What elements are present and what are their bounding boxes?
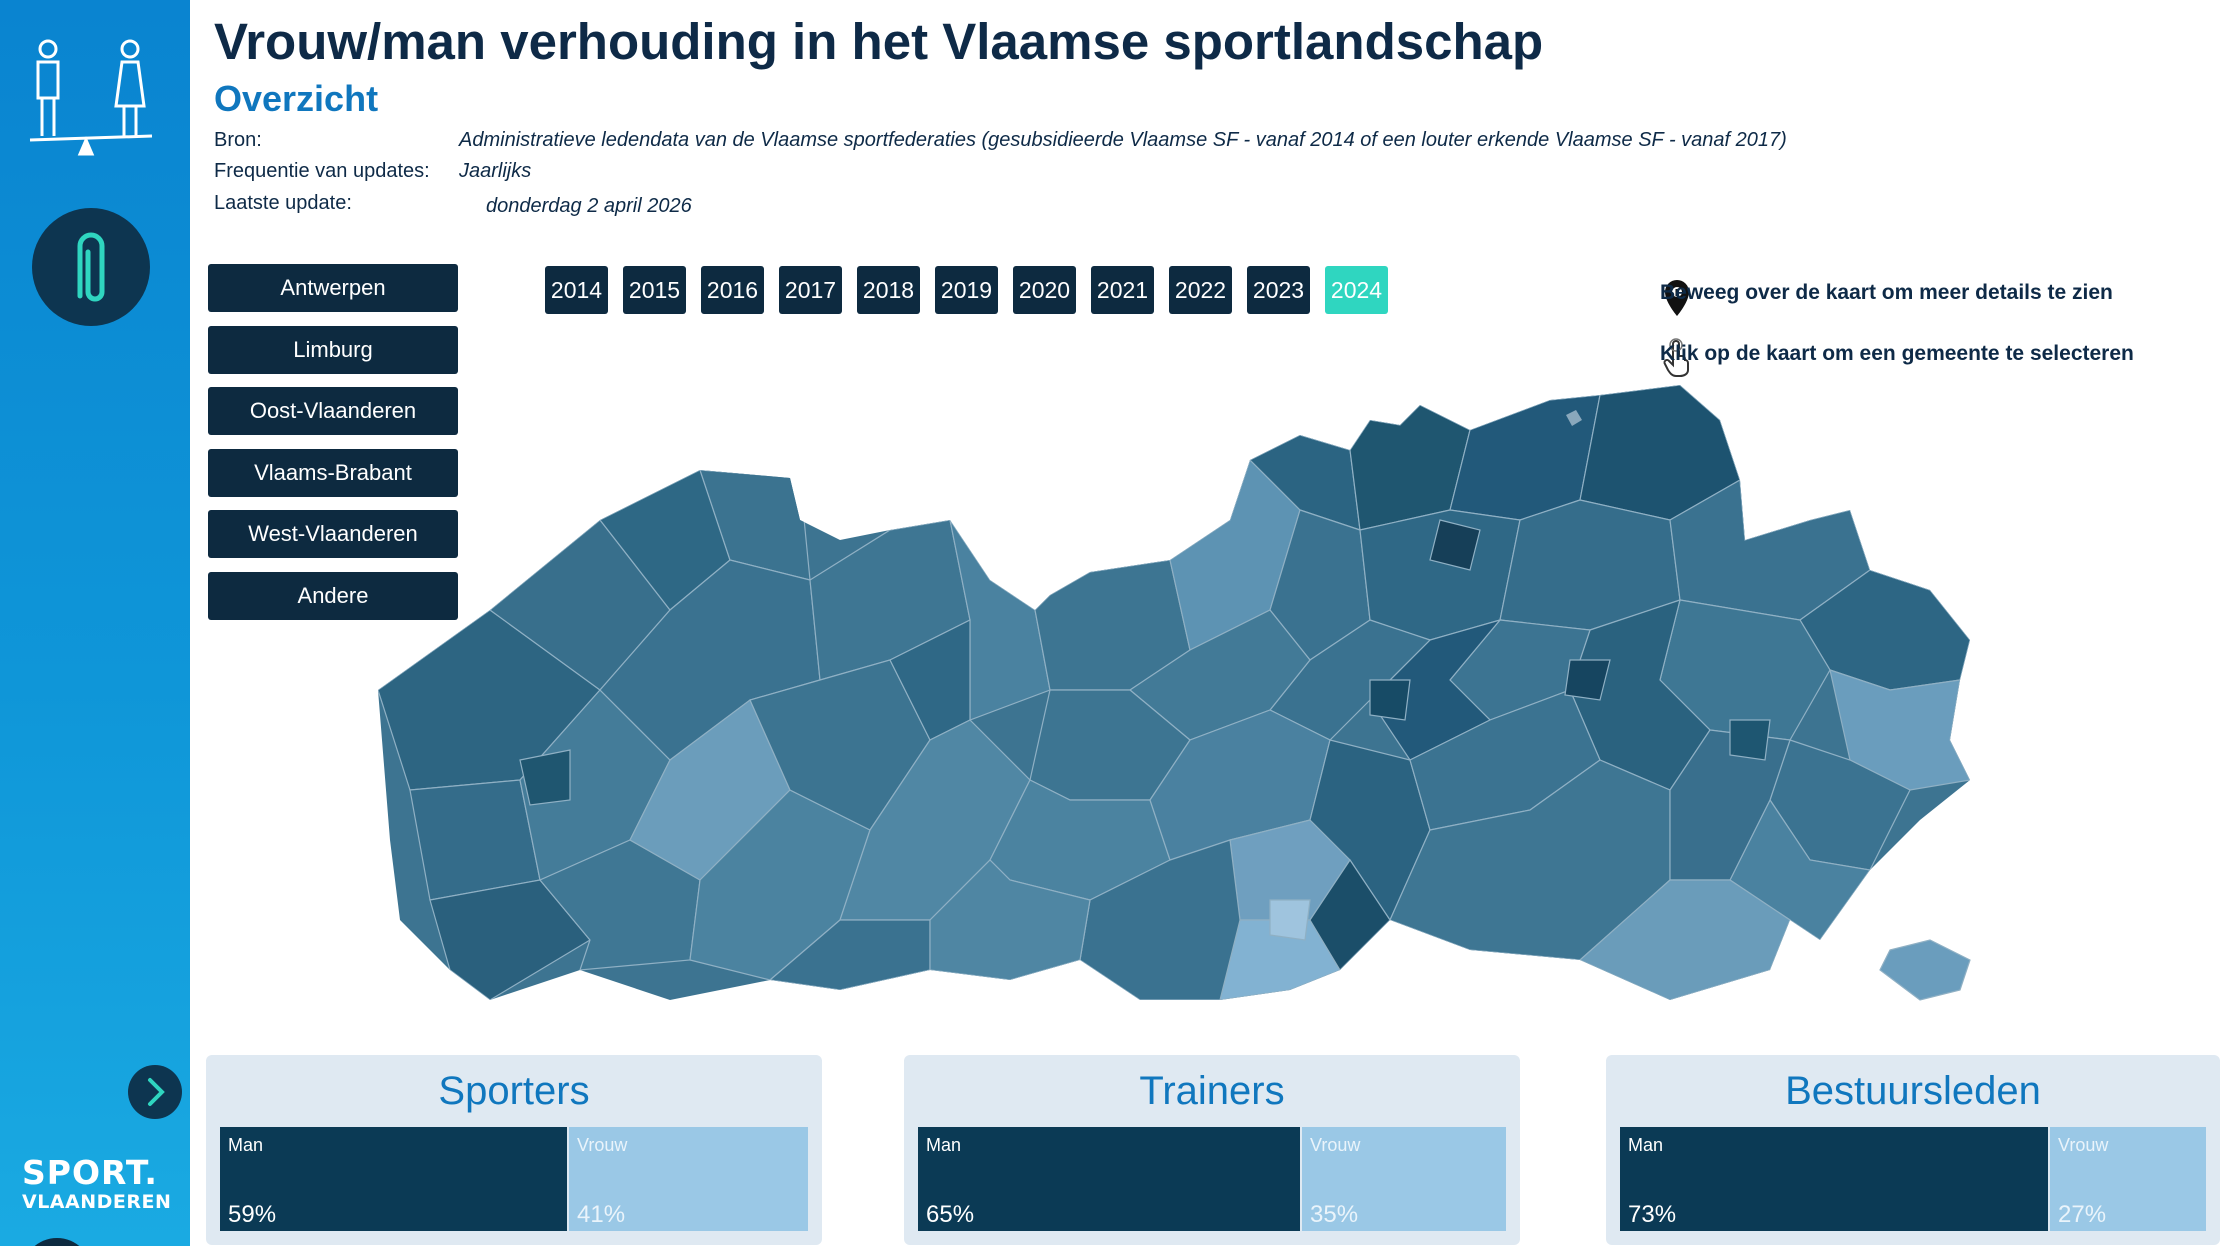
vrouw-share-bar[interactable]: Vrouw 27% (2050, 1127, 2206, 1231)
year-button-2024[interactable]: 2024 (1325, 266, 1388, 314)
man-percentage: 65% (926, 1201, 975, 1228)
paperclip-icon[interactable] (32, 208, 150, 326)
man-share-bar[interactable]: Man 73% (1620, 1127, 2048, 1231)
man-label: Man (228, 1135, 264, 1155)
vrouw-label: Vrouw (2058, 1135, 2109, 1155)
card-title: Bestuursleden (1785, 1069, 2041, 1113)
year-button-2015[interactable]: 2015 (623, 266, 686, 314)
stat-card-sporters: Sporters Man 59% Vrouw 41% (206, 1055, 822, 1245)
year-button-2017[interactable]: 2017 (779, 266, 842, 314)
man-share-bar[interactable]: Man 65% (918, 1127, 1300, 1231)
vrouw-percentage: 41% (577, 1201, 626, 1228)
card-title: Trainers (1139, 1069, 1285, 1113)
flanders-municipality-map[interactable] (370, 360, 2030, 1020)
year-selector: 2014 2015 2016 2017 2018 2019 2020 2021 … (545, 266, 1403, 314)
province-button-andere[interactable]: Andere (208, 572, 458, 620)
vrouw-percentage: 35% (1310, 1201, 1359, 1228)
sidebar: SPORT. VLAANDEREN (0, 0, 190, 1246)
man-percentage: 59% (228, 1201, 277, 1228)
man-share-bar[interactable]: Man 59% (220, 1127, 567, 1231)
next-page-button[interactable] (128, 1065, 182, 1119)
year-button-2014[interactable]: 2014 (545, 266, 608, 314)
bottom-circle-decoration (22, 1238, 92, 1246)
year-button-2022[interactable]: 2022 (1169, 266, 1232, 314)
year-button-2023[interactable]: 2023 (1247, 266, 1310, 314)
year-button-2019[interactable]: 2019 (935, 266, 998, 314)
sport-vlaanderen-logo: SPORT. VLAANDEREN (22, 1153, 172, 1214)
vrouw-label: Vrouw (577, 1135, 628, 1155)
province-button-limburg[interactable]: Limburg (208, 326, 458, 374)
pointer-hand-icon (1663, 338, 1689, 377)
source-label: Bron: (214, 129, 262, 151)
source-value: Administratieve ledendata van de Vlaamse… (459, 129, 1787, 151)
gender-balance-icon (29, 39, 153, 156)
frequency-label: Frequentie van updates: (214, 160, 430, 182)
man-label: Man (926, 1135, 962, 1155)
province-button-vlaams-brabant[interactable]: Vlaams-Brabant (208, 449, 458, 497)
man-label: Man (1628, 1135, 1664, 1155)
year-button-2018[interactable]: 2018 (857, 266, 920, 314)
province-button-antwerpen[interactable]: Antwerpen (208, 264, 458, 312)
province-button-west-vlaanderen[interactable]: West-Vlaanderen (208, 510, 458, 558)
stat-card-bestuursleden: Bestuursleden Man 73% Vrouw 27% (1606, 1055, 2220, 1245)
vrouw-share-bar[interactable]: Vrouw 35% (1302, 1127, 1506, 1231)
vrouw-percentage: 27% (2058, 1201, 2107, 1228)
card-title: Sporters (438, 1069, 590, 1113)
stat-card-trainers: Trainers Man 65% Vrouw 35% (904, 1055, 1520, 1245)
chevron-right-icon (148, 1078, 165, 1106)
update-value: donderdag 2 april 2026 (486, 195, 692, 217)
logo-line1: SPORT. (22, 1153, 158, 1192)
vrouw-share-bar[interactable]: Vrouw 41% (569, 1127, 808, 1231)
map-pin-icon (1665, 280, 1689, 316)
hover-hint: Beweeg over de kaart om meer details te … (1660, 281, 2113, 304)
page-title: Vrouw/man verhouding in het Vlaamse spor… (214, 13, 1544, 70)
page-subtitle: Overzicht (214, 78, 379, 119)
year-button-2016[interactable]: 2016 (701, 266, 764, 314)
vrouw-label: Vrouw (1310, 1135, 1361, 1155)
man-percentage: 73% (1628, 1201, 1677, 1228)
province-button-oost-vlaanderen[interactable]: Oost-Vlaanderen (208, 387, 458, 435)
year-button-2021[interactable]: 2021 (1091, 266, 1154, 314)
update-label: Laatste update: (214, 192, 352, 214)
frequency-value: Jaarlijks (459, 160, 532, 182)
year-button-2020[interactable]: 2020 (1013, 266, 1076, 314)
logo-line2: VLAANDEREN (22, 1191, 172, 1213)
click-hint: Klik op de kaart om een gemeente te sele… (1660, 342, 2134, 365)
